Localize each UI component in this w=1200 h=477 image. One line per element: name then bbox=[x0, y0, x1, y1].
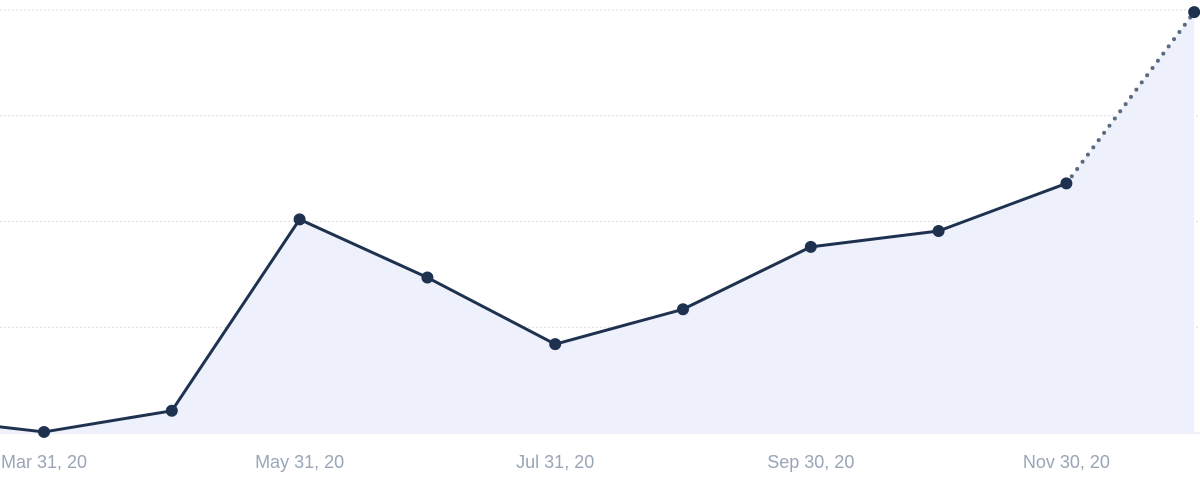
plot-area bbox=[0, 6, 1200, 438]
point bbox=[1188, 6, 1200, 19]
point bbox=[165, 404, 178, 417]
point bbox=[549, 338, 562, 351]
x-tick-label: Jul 31, 20 bbox=[516, 452, 594, 472]
point bbox=[421, 271, 434, 284]
point bbox=[1060, 177, 1073, 190]
point bbox=[804, 240, 817, 253]
area bbox=[0, 12, 1195, 433]
line bbox=[0, 182, 1067, 434]
point bbox=[932, 225, 945, 238]
point bbox=[38, 425, 50, 438]
x-tick-label: Nov 30, 20 bbox=[1023, 452, 1110, 472]
x-tick-label: Mar 31, 20 bbox=[1, 452, 87, 472]
projected-line bbox=[1064, 10, 1197, 186]
point bbox=[293, 213, 306, 226]
x-tick-label: Sep 30, 20 bbox=[767, 452, 854, 472]
point bbox=[677, 303, 689, 316]
x-tick-label: May 31, 20 bbox=[255, 452, 344, 472]
